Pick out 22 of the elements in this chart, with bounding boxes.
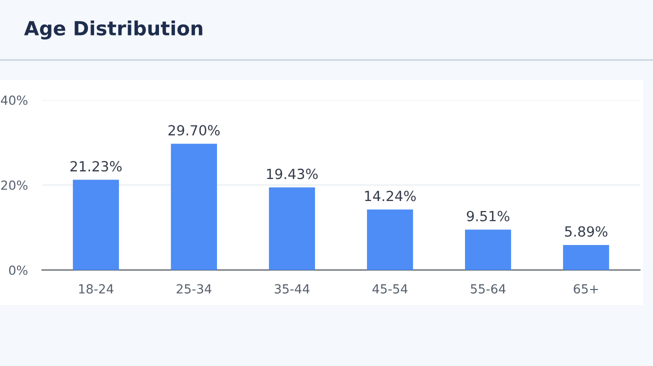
- data-label: 14.24%: [365, 190, 416, 202]
- bar: [563, 244, 610, 270]
- data-label: 29.70%: [168, 125, 220, 136]
- y-tick-label: 0%: [9, 265, 28, 275]
- chart-title: Age Distribution: [24, 20, 202, 40]
- data-label: 5.89%: [565, 226, 608, 237]
- bar: [366, 209, 414, 270]
- bar: [465, 230, 512, 270]
- x-tick-label: 35-44: [274, 284, 310, 294]
- data-label: 19.43%: [267, 168, 318, 180]
- bar: [72, 180, 119, 270]
- x-tick-label: 25-34: [176, 284, 212, 294]
- data-label: 9.51%: [466, 210, 510, 222]
- x-tick-label: 55-64: [470, 284, 506, 294]
- y-tick-label: 40%: [0, 95, 28, 105]
- x-tick-label: 65+: [574, 284, 598, 294]
- x-tick-label: 18-24: [79, 284, 114, 294]
- y-tick-label: 20%: [1, 180, 28, 190]
- bar: [170, 144, 217, 270]
- bar: [268, 187, 316, 270]
- data-label: 21.23%: [70, 161, 122, 172]
- x-tick-label: 45-54: [372, 284, 408, 294]
